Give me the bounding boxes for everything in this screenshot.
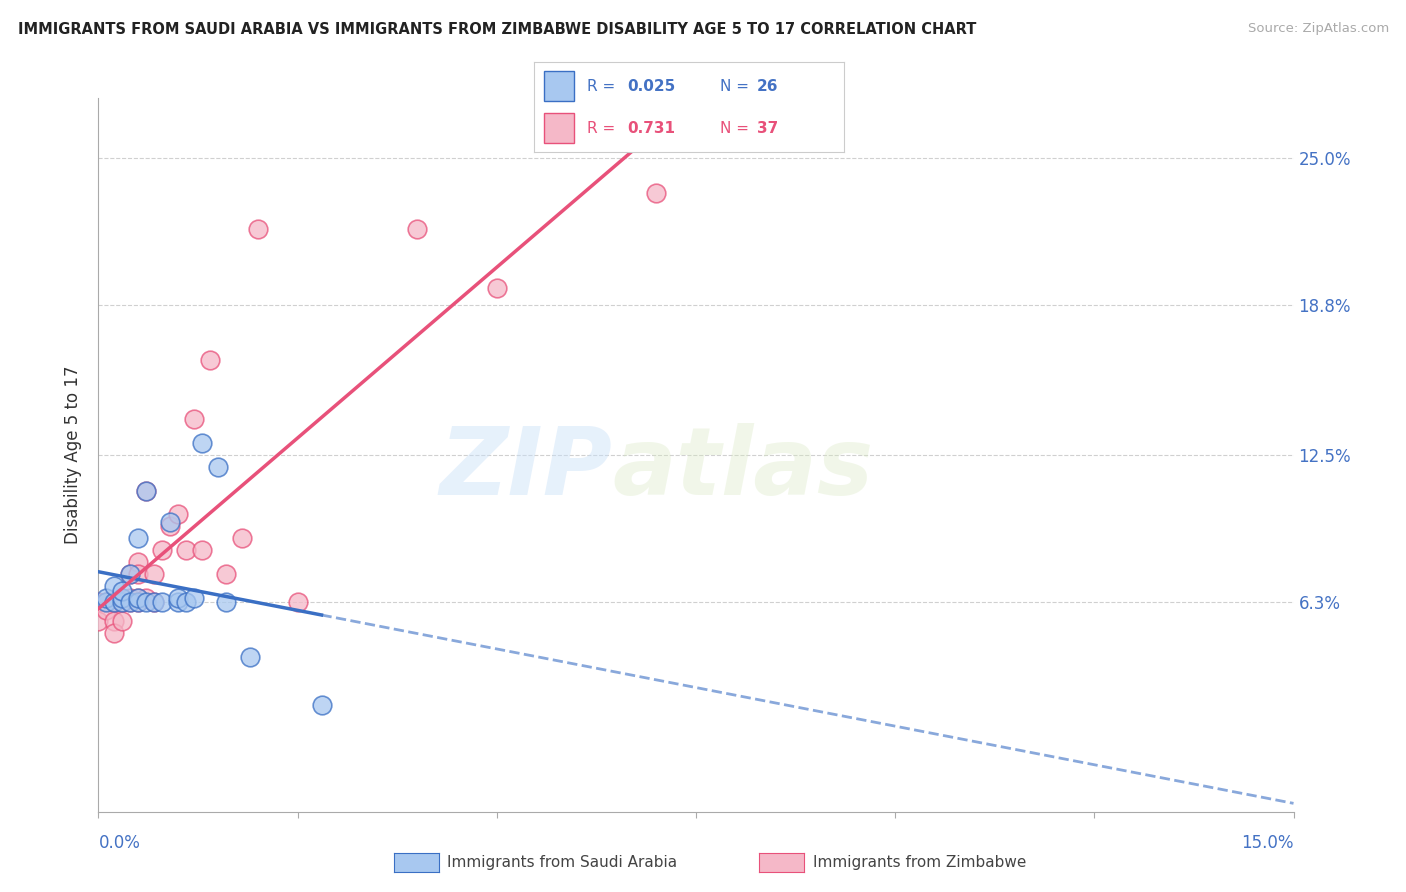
Text: 0.025: 0.025 bbox=[627, 78, 675, 94]
Point bbox=[96, 591, 118, 605]
Text: R =: R = bbox=[586, 78, 620, 94]
Point bbox=[135, 591, 157, 605]
Point bbox=[120, 595, 142, 609]
Text: Source: ZipAtlas.com: Source: ZipAtlas.com bbox=[1249, 22, 1389, 36]
Point bbox=[183, 591, 205, 605]
FancyBboxPatch shape bbox=[544, 113, 575, 143]
FancyBboxPatch shape bbox=[544, 71, 575, 101]
Text: 26: 26 bbox=[756, 78, 779, 94]
Point bbox=[111, 595, 134, 609]
Point bbox=[127, 595, 149, 609]
Point bbox=[135, 483, 157, 498]
Point bbox=[111, 583, 134, 598]
Text: N =: N = bbox=[720, 78, 754, 94]
Point bbox=[96, 595, 118, 609]
Point bbox=[120, 595, 142, 609]
Text: R =: R = bbox=[586, 120, 620, 136]
Point bbox=[215, 566, 238, 581]
Point bbox=[127, 566, 149, 581]
Point bbox=[191, 436, 214, 450]
Point bbox=[143, 595, 166, 609]
Text: Immigrants from Zimbabwe: Immigrants from Zimbabwe bbox=[813, 855, 1026, 870]
Point bbox=[127, 595, 149, 609]
Point bbox=[198, 352, 221, 367]
Point bbox=[120, 566, 142, 581]
Point bbox=[150, 543, 173, 558]
Point bbox=[103, 615, 125, 629]
Point bbox=[167, 595, 190, 609]
Point bbox=[215, 595, 238, 609]
Point bbox=[135, 595, 157, 609]
Point bbox=[111, 591, 134, 605]
Point bbox=[143, 595, 166, 609]
Point bbox=[103, 595, 125, 609]
Point bbox=[239, 650, 262, 665]
Text: 0.731: 0.731 bbox=[627, 120, 675, 136]
Point bbox=[287, 595, 309, 609]
Point bbox=[120, 591, 142, 605]
Point bbox=[103, 595, 125, 609]
Point bbox=[159, 519, 181, 533]
Text: atlas: atlas bbox=[613, 423, 873, 516]
Point bbox=[127, 555, 149, 569]
Point bbox=[311, 698, 333, 712]
Point bbox=[143, 566, 166, 581]
Point bbox=[103, 626, 125, 640]
Y-axis label: Disability Age 5 to 17: Disability Age 5 to 17 bbox=[65, 366, 83, 544]
Point bbox=[103, 579, 125, 593]
Point bbox=[191, 543, 214, 558]
Point bbox=[246, 222, 269, 236]
Point bbox=[120, 566, 142, 581]
Point bbox=[127, 591, 149, 605]
Point bbox=[111, 595, 134, 609]
Text: IMMIGRANTS FROM SAUDI ARABIA VS IMMIGRANTS FROM ZIMBABWE DISABILITY AGE 5 TO 17 : IMMIGRANTS FROM SAUDI ARABIA VS IMMIGRAN… bbox=[18, 22, 977, 37]
Point bbox=[174, 543, 197, 558]
Point bbox=[150, 595, 173, 609]
Point bbox=[231, 531, 253, 545]
Text: 0.0%: 0.0% bbox=[98, 834, 141, 852]
Point bbox=[645, 186, 668, 201]
Point bbox=[111, 615, 134, 629]
Text: N =: N = bbox=[720, 120, 754, 136]
Point bbox=[103, 595, 125, 609]
Point bbox=[406, 222, 429, 236]
Point bbox=[96, 602, 118, 616]
Point bbox=[183, 412, 205, 426]
Text: 15.0%: 15.0% bbox=[1241, 834, 1294, 852]
Point bbox=[96, 595, 118, 609]
Point bbox=[135, 483, 157, 498]
Text: 37: 37 bbox=[756, 120, 779, 136]
Point bbox=[87, 595, 110, 609]
Point bbox=[87, 615, 110, 629]
Point bbox=[207, 459, 229, 474]
Point bbox=[174, 595, 197, 609]
Point bbox=[159, 515, 181, 529]
Point bbox=[485, 281, 508, 295]
Point bbox=[111, 591, 134, 605]
Point bbox=[127, 531, 149, 545]
Point bbox=[111, 595, 134, 609]
Point bbox=[167, 591, 190, 605]
Text: ZIP: ZIP bbox=[440, 423, 613, 516]
Text: Immigrants from Saudi Arabia: Immigrants from Saudi Arabia bbox=[447, 855, 678, 870]
Point bbox=[127, 591, 149, 605]
Point bbox=[167, 508, 190, 522]
